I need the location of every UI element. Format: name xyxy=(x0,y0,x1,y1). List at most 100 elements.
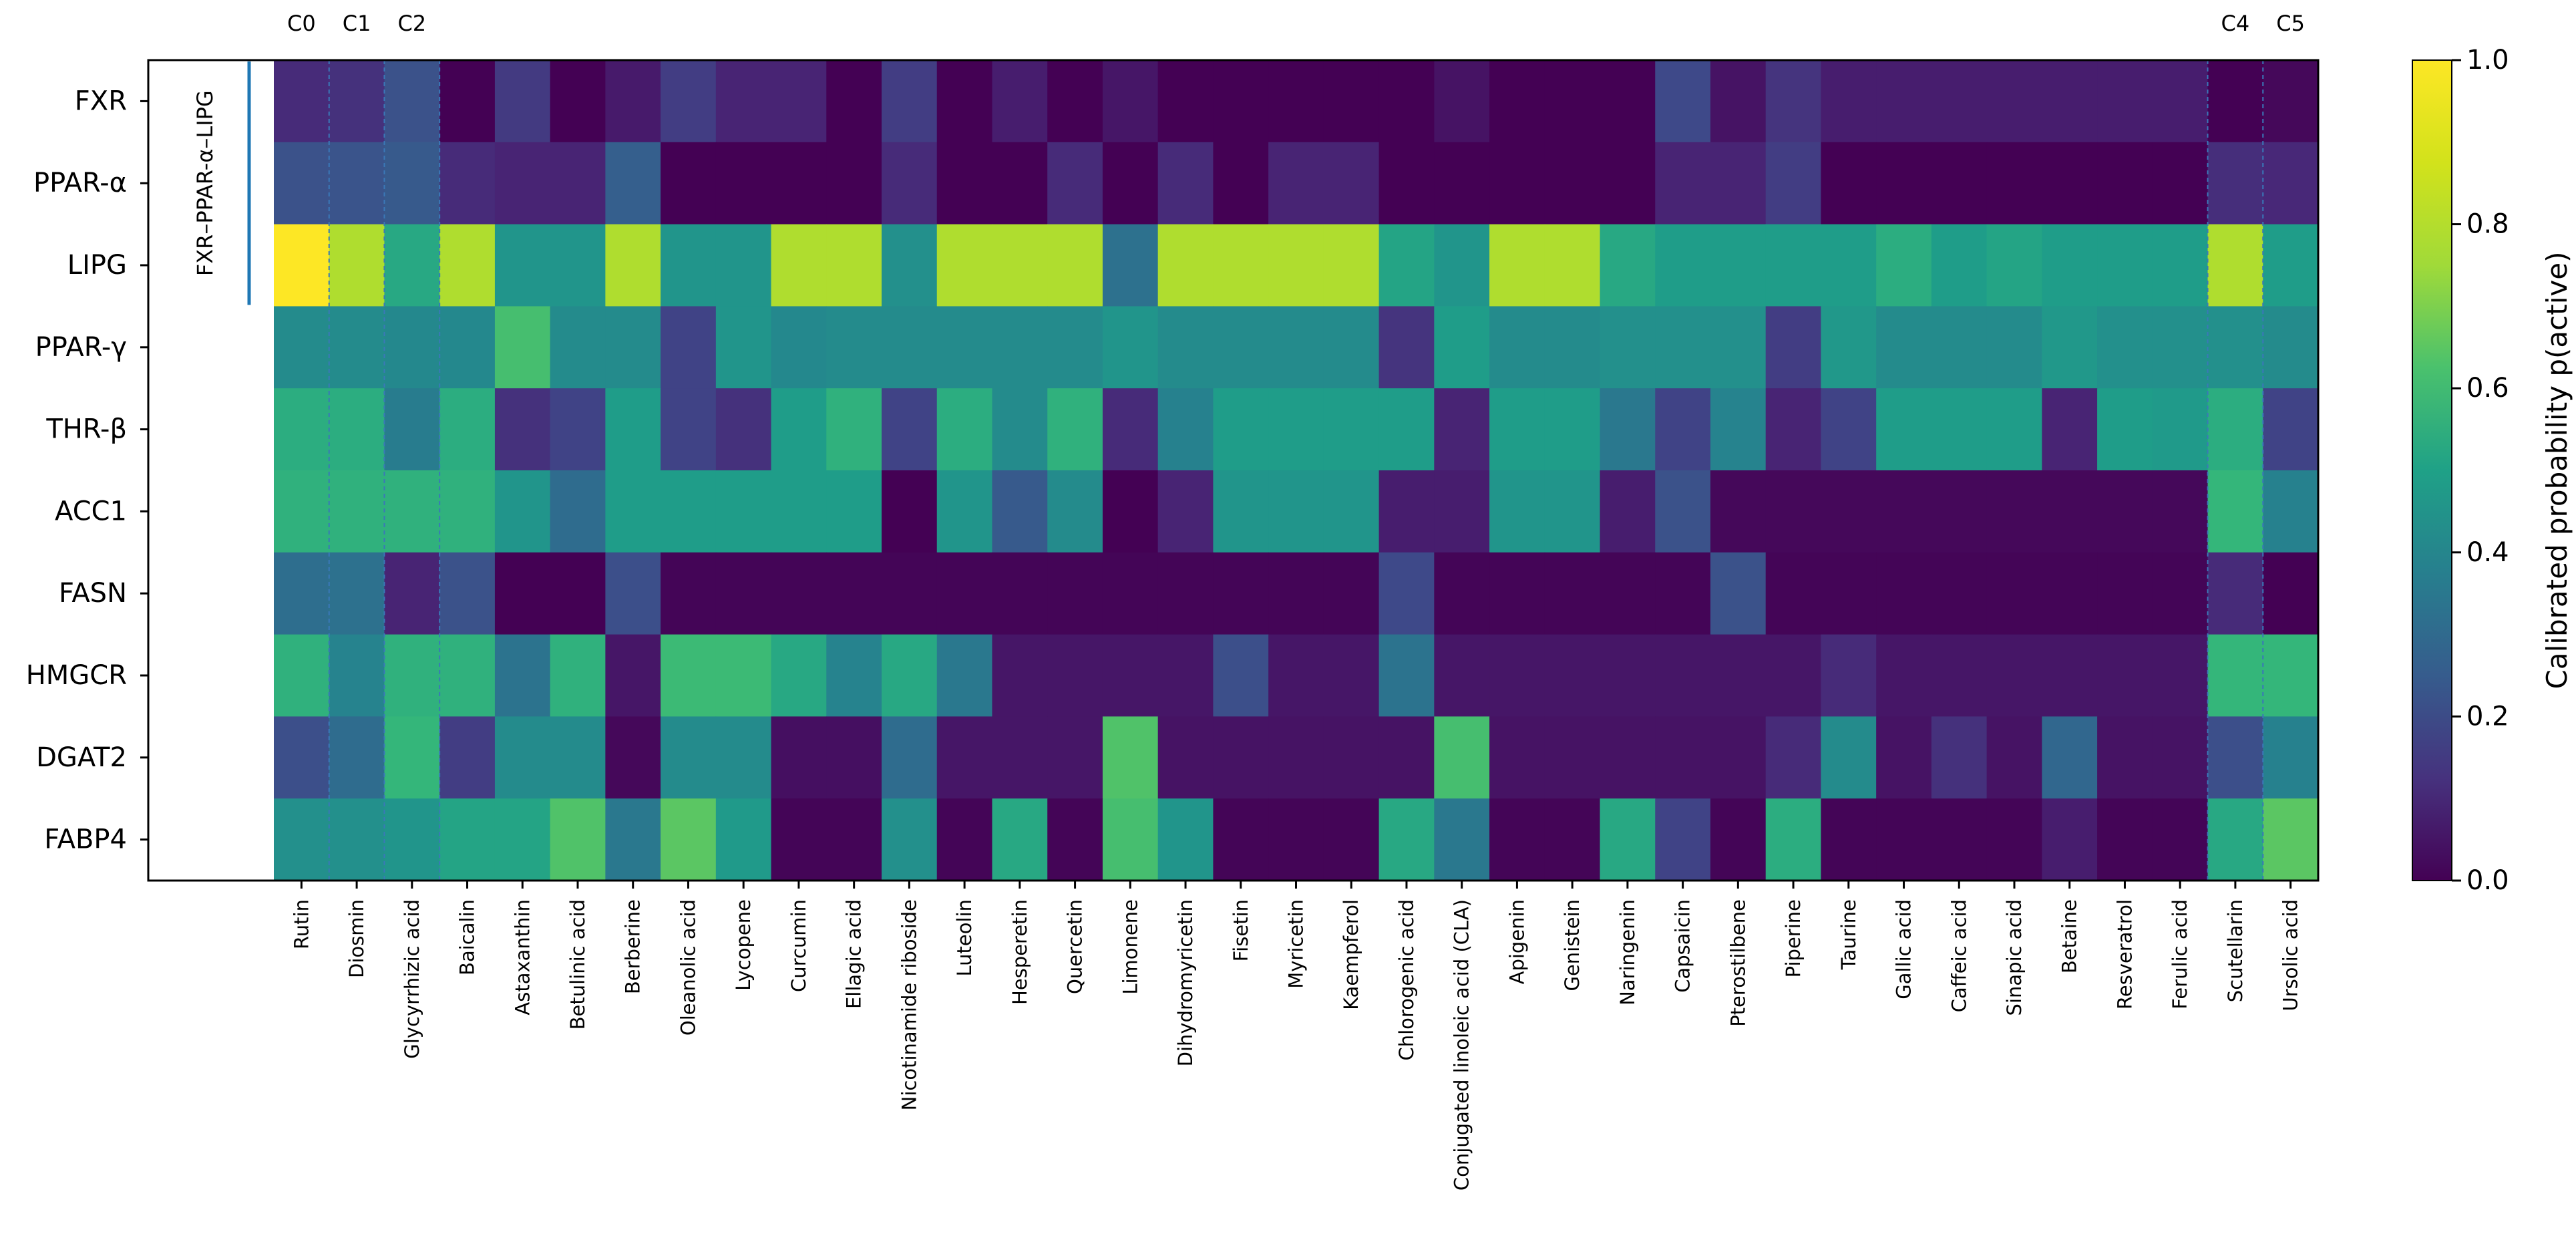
heatmap-cell xyxy=(439,224,496,307)
heatmap-cell xyxy=(2097,552,2153,635)
heatmap-cell xyxy=(1986,224,2042,307)
heatmap-cell xyxy=(2207,798,2263,881)
heatmap-cell xyxy=(715,634,772,717)
heatmap-cell xyxy=(1710,306,1767,389)
heatmap-cell xyxy=(1655,60,1711,143)
heatmap-cell xyxy=(2042,552,2098,635)
column-label: Ellagic acid xyxy=(843,899,866,1009)
row-label: LIPG xyxy=(67,250,127,281)
heatmap-cell xyxy=(274,634,330,717)
heatmap-cell xyxy=(882,634,938,717)
column-label: Chlorogenic acid xyxy=(1395,899,1418,1061)
column-label: Ursolic acid xyxy=(2279,899,2302,1011)
heatmap-cell xyxy=(1047,306,1103,389)
heatmap-cell xyxy=(1876,634,1932,717)
heatmap-cell xyxy=(1544,306,1601,389)
heatmap-cell xyxy=(605,306,661,389)
row-label: ACC1 xyxy=(55,496,127,526)
heatmap-cell xyxy=(1655,306,1711,389)
heatmap-cell xyxy=(1378,798,1435,881)
heatmap-cell xyxy=(550,716,606,799)
column-label: Naringenin xyxy=(1616,899,1639,1005)
heatmap-cell xyxy=(1489,388,1545,471)
heatmap-cell xyxy=(2097,60,2153,143)
heatmap-cell xyxy=(1489,470,1545,553)
colorbar-tick-label: 1.0 xyxy=(2466,45,2509,75)
heatmap-cell xyxy=(1157,798,1214,881)
heatmap-cell xyxy=(1102,552,1159,635)
heatmap-cell xyxy=(1268,224,1324,307)
heatmap-cell xyxy=(1213,470,1269,553)
heatmap-cell xyxy=(992,552,1048,635)
heatmap-cell xyxy=(1157,470,1214,553)
heatmap-cell xyxy=(826,142,882,225)
heatmap-cell xyxy=(2152,142,2209,225)
heatmap-cell xyxy=(2042,60,2098,143)
heatmap-cell xyxy=(1931,60,1988,143)
heatmap-cell xyxy=(1268,716,1324,799)
heatmap-cell xyxy=(1047,224,1103,307)
heatmap-cell xyxy=(826,470,882,553)
heatmap-cell xyxy=(494,470,551,553)
heatmap-cell xyxy=(1378,388,1435,471)
column-label: Astaxanthin xyxy=(511,899,534,1016)
column-label: Sinapic acid xyxy=(2003,899,2026,1016)
heatmap-cell xyxy=(882,224,938,307)
heatmap-cell xyxy=(1102,388,1159,471)
heatmap-cell xyxy=(1047,470,1103,553)
heatmap-cell xyxy=(2152,798,2209,881)
heatmap-cell xyxy=(1765,60,1822,143)
heatmap-cell xyxy=(2152,306,2209,389)
heatmap-cell xyxy=(1765,388,1822,471)
heatmap-cell xyxy=(605,142,661,225)
heatmap-cell xyxy=(329,224,385,307)
heatmap-cell xyxy=(1931,634,1988,717)
heatmap-cell xyxy=(1323,552,1380,635)
row-label: PPAR-γ xyxy=(35,332,127,363)
heatmap-cell xyxy=(1765,634,1822,717)
heatmap-cell xyxy=(494,716,551,799)
heatmap-cell xyxy=(1876,798,1932,881)
heatmap-cell xyxy=(1986,388,2042,471)
heatmap-cell xyxy=(384,60,440,143)
heatmap-cell xyxy=(329,142,385,225)
row-labels: FXR PPAR-α LIPG PPAR-γ THR-β ACC1 FASN HMGCR DGA… xyxy=(26,86,148,855)
heatmap-cell xyxy=(1323,142,1380,225)
heatmap-cell xyxy=(1102,60,1159,143)
column-label: Apigenin xyxy=(1505,899,1528,984)
heatmap-cell xyxy=(1655,798,1711,881)
column-label: Kaempferol xyxy=(1340,899,1362,1010)
heatmap-cell xyxy=(329,634,385,717)
heatmap-cell xyxy=(1931,224,1988,307)
heatmap-cell xyxy=(2263,798,2319,881)
heatmap-cell xyxy=(936,798,993,881)
heatmap-cell xyxy=(1821,798,1877,881)
heatmap-cell xyxy=(661,306,717,389)
heatmap-cell xyxy=(1876,552,1932,635)
heatmap-cell xyxy=(1489,552,1545,635)
heatmap-cell xyxy=(1047,798,1103,881)
heatmap-cell xyxy=(936,552,993,635)
heatmap-cell xyxy=(1655,716,1711,799)
heatmap-cell xyxy=(936,716,993,799)
heatmap-cell xyxy=(715,142,772,225)
heatmap-cell xyxy=(936,142,993,225)
heatmap-cell xyxy=(1710,60,1767,143)
heatmap-cell xyxy=(1544,634,1601,717)
heatmap-cell xyxy=(1600,142,1656,225)
heatmap-cell xyxy=(1544,552,1601,635)
heatmap-cell xyxy=(826,716,882,799)
colorbar-ticks: 0.0 0.2 0.4 0.6 0.8 1.0 xyxy=(2452,45,2509,896)
heatmap-cell xyxy=(1710,388,1767,471)
heatmap-cell xyxy=(1986,306,2042,389)
heatmap-cell xyxy=(605,798,661,881)
heatmap-cell xyxy=(1931,306,1988,389)
heatmap-cell xyxy=(992,60,1048,143)
heatmap-cell xyxy=(2152,388,2209,471)
heatmap-cell xyxy=(1047,60,1103,143)
heatmap-cell xyxy=(715,716,772,799)
heatmap-cell xyxy=(1600,224,1656,307)
heatmap-cell xyxy=(550,388,606,471)
column-label: Glycyrrhizic acid xyxy=(401,899,423,1059)
